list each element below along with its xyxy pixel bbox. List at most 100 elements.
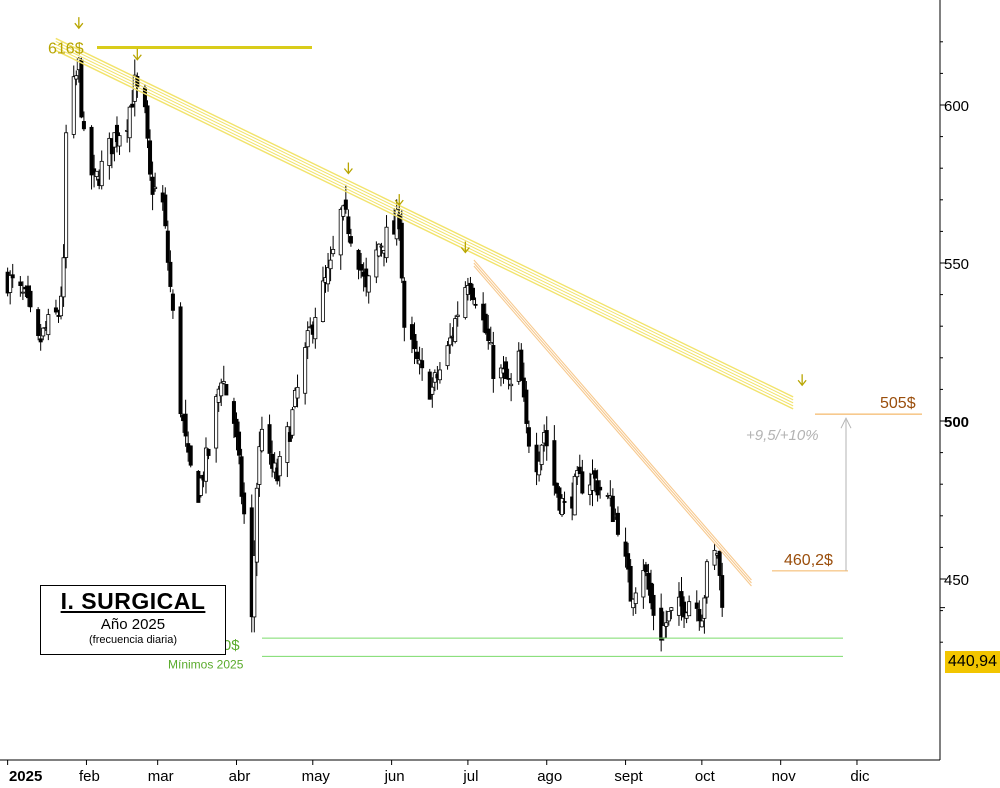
candle-body — [71, 76, 76, 135]
candle-body — [338, 208, 343, 256]
candle-body — [415, 351, 420, 360]
last-price-badge: 440,94 — [945, 651, 1000, 673]
short-trend-line — [473, 265, 752, 587]
y-tick-label: 500 — [944, 414, 969, 431]
candle-body — [463, 287, 468, 318]
candle-body — [270, 453, 275, 469]
candle-body — [384, 226, 389, 259]
candle-body — [359, 264, 364, 271]
candle-body — [356, 249, 361, 270]
candle-body — [221, 381, 226, 384]
resistance-line — [55, 40, 794, 401]
candle-body — [412, 334, 417, 350]
x-tick-label: sept — [614, 768, 643, 785]
candle-body — [198, 477, 203, 496]
candle-body — [473, 303, 478, 306]
candle-body — [214, 396, 219, 449]
candle-body — [437, 369, 442, 381]
candle-body — [633, 592, 638, 605]
candle-body — [287, 432, 292, 442]
candle-body — [234, 418, 239, 438]
candle-body — [577, 466, 582, 475]
candle-body — [219, 382, 224, 397]
candle-body — [420, 360, 425, 369]
candle-body — [524, 389, 529, 424]
candle-body — [702, 597, 707, 619]
x-tick-label: nov — [772, 768, 797, 785]
candles-layer — [5, 56, 725, 652]
x-tick-label: may — [302, 768, 331, 785]
candle-body — [399, 222, 404, 279]
candle-body — [150, 176, 155, 195]
candle-body — [206, 448, 211, 456]
candle-body — [28, 290, 33, 308]
touch-arrowhead — [132, 54, 142, 61]
y-tick-label: 450 — [944, 572, 969, 589]
candle-body — [348, 236, 353, 244]
candle-body — [628, 565, 633, 602]
candle-body — [59, 295, 64, 317]
candle-body — [41, 327, 46, 337]
candle-body — [537, 460, 542, 476]
candle-body — [552, 440, 557, 486]
candle-body — [239, 456, 244, 497]
y-tick-label: 550 — [944, 256, 969, 273]
candle-body — [46, 314, 51, 336]
candle-body — [470, 287, 475, 301]
candle-body — [661, 625, 666, 639]
candle-body — [559, 498, 564, 516]
candle-body — [8, 275, 13, 293]
candle-body — [593, 470, 598, 479]
candle-body — [379, 245, 384, 248]
candle-body — [38, 338, 43, 343]
x-tick-label: jun — [384, 768, 405, 785]
candle-body — [669, 607, 674, 611]
candle-body — [267, 424, 272, 454]
short-trend-line — [473, 259, 752, 581]
candle-body — [519, 349, 524, 381]
candle-body — [646, 572, 651, 590]
candle-body — [237, 431, 242, 456]
candle-body — [81, 121, 86, 130]
candle-body — [127, 106, 132, 139]
target-arrowhead — [840, 417, 852, 429]
candle-body — [285, 426, 290, 463]
resistance-line — [55, 46, 794, 407]
candle-body — [346, 216, 351, 235]
candle-body — [328, 259, 333, 270]
candle-body — [491, 345, 496, 379]
candle-body — [641, 570, 646, 598]
candle-body — [331, 249, 336, 255]
level-460-label: 460,2$ — [784, 552, 833, 569]
candle-body — [295, 386, 300, 399]
candle-body — [504, 361, 509, 380]
candle-body — [506, 378, 511, 380]
candle-body — [610, 495, 615, 523]
candle-body — [117, 135, 122, 147]
chart-subtitle: Año 2025 — [100, 616, 166, 633]
candle-body — [704, 561, 709, 598]
short-trend-line — [473, 262, 752, 584]
candle-body — [699, 620, 704, 628]
resistance-line — [55, 49, 794, 410]
touch-arrowhead — [460, 247, 470, 254]
candle-body — [36, 309, 41, 336]
touch-arrowhead — [74, 22, 84, 30]
candle-body — [562, 501, 567, 503]
candle-body — [277, 456, 282, 477]
candle-body — [486, 328, 491, 341]
candle-body — [163, 194, 168, 227]
candle-body — [521, 377, 526, 398]
candle-body — [341, 205, 346, 217]
candle-body — [580, 471, 585, 494]
x-tick-label: feb — [79, 768, 100, 785]
candle-body — [682, 601, 687, 618]
candle-body — [376, 243, 381, 257]
level-505-label: 505$ — [880, 395, 916, 412]
x-tick-label: abr — [229, 768, 251, 785]
candle-body — [305, 330, 310, 348]
x-tick-label: jul — [462, 768, 478, 785]
candle-body — [259, 428, 264, 452]
candle-body — [539, 444, 544, 465]
candle-body — [99, 160, 104, 187]
